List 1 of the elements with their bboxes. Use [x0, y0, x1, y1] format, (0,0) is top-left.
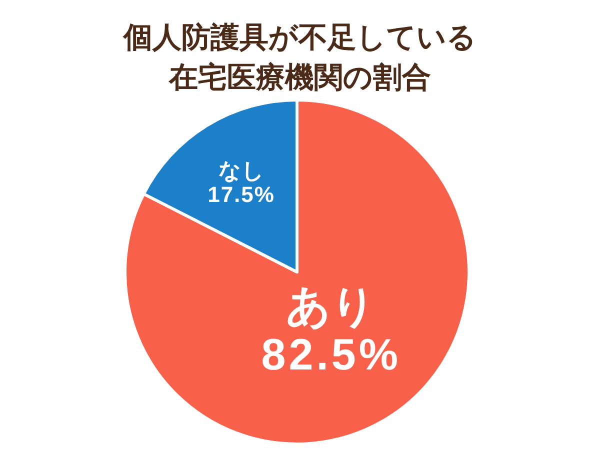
chart-title: 個人防護具が不足している在宅医療機関の割合 — [123, 21, 477, 96]
